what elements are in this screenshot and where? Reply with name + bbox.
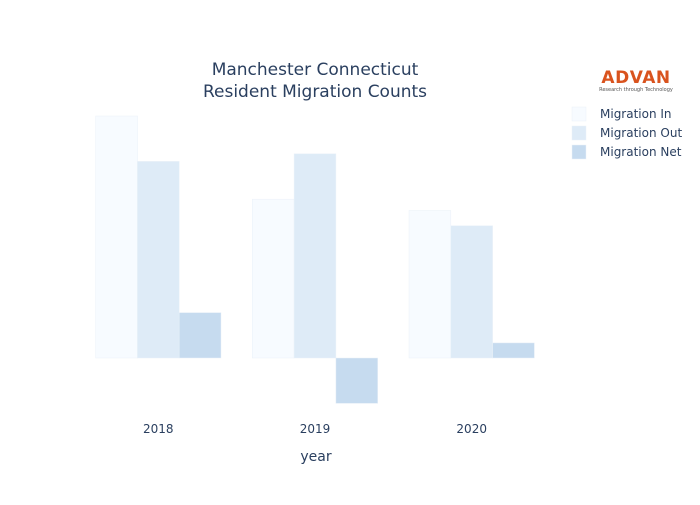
- legend-swatch: [571, 144, 587, 160]
- logo-tagline: Research through Technology: [599, 87, 673, 93]
- bars-layer: [95, 115, 535, 404]
- chart-title-line-1: Manchester Connecticut: [212, 60, 419, 80]
- x-axis-ticks: 2018 2019 2020: [143, 422, 487, 436]
- bar-migration-in-2018[interactable]: [95, 115, 138, 359]
- legend-label: Migration Out: [600, 126, 682, 140]
- bar-migration-out-2018[interactable]: [137, 161, 180, 359]
- x-tick-label: 2020: [456, 422, 487, 436]
- bar-migration-out-2019[interactable]: [293, 153, 337, 359]
- legend-item-migration-out[interactable]: Migration Out: [571, 125, 682, 141]
- logo-wordmark: ADVAN: [601, 68, 670, 88]
- bar-migration-net-2020[interactable]: [492, 342, 535, 359]
- legend-item-migration-in[interactable]: Migration In: [571, 106, 672, 122]
- legend[interactable]: Migration In Migration Out Migration Net: [571, 106, 682, 160]
- x-tick-label: 2019: [300, 422, 331, 436]
- advan-logo: ADVAN Research through Technology: [599, 68, 673, 93]
- chart-title-line-2: Resident Migration Counts: [203, 82, 427, 102]
- legend-label: Migration Net: [600, 145, 682, 159]
- bar-migration-net-2019[interactable]: [335, 357, 378, 404]
- legend-item-migration-net[interactable]: Migration Net: [571, 144, 682, 160]
- x-axis-title: year: [300, 449, 331, 465]
- legend-swatch: [571, 106, 587, 122]
- x-tick-label: 2018: [143, 422, 174, 436]
- legend-label: Migration In: [600, 107, 672, 121]
- bar-migration-out-2020[interactable]: [450, 225, 493, 359]
- bar-migration-in-2020[interactable]: [408, 210, 452, 359]
- chart-title: Manchester Connecticut Resident Migratio…: [203, 60, 427, 102]
- bar-migration-in-2019[interactable]: [252, 198, 295, 359]
- bar-migration-net-2018[interactable]: [178, 312, 222, 359]
- legend-swatch: [571, 125, 587, 141]
